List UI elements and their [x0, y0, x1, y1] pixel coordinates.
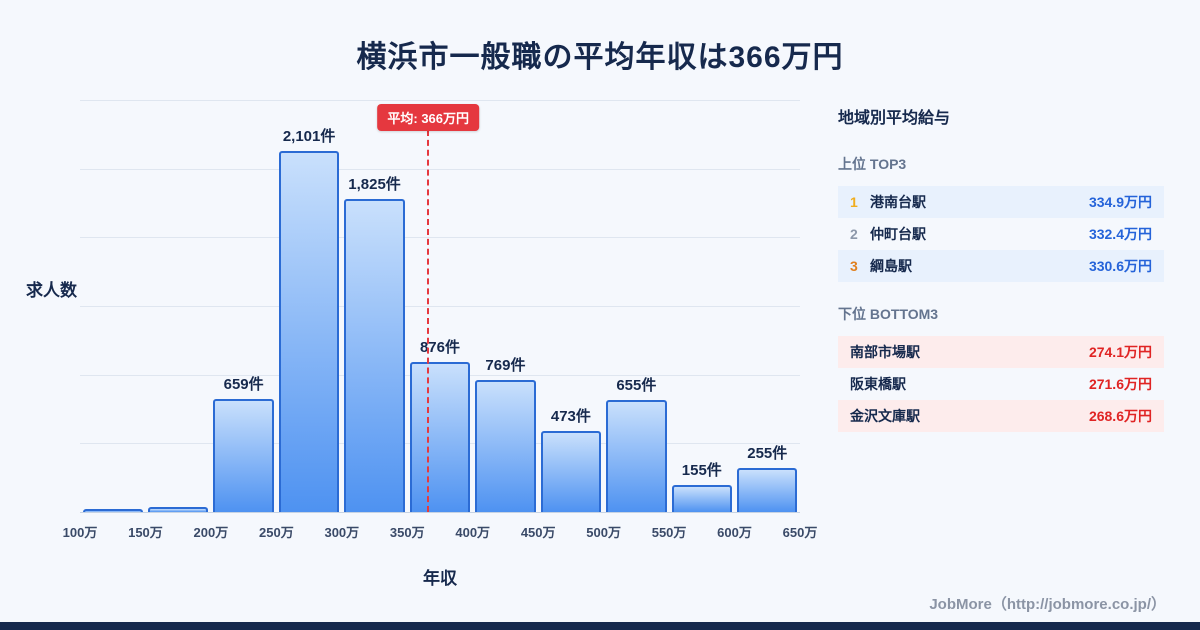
bar-slot [145, 100, 210, 512]
x-tick-label: 200万 [193, 525, 229, 540]
bar-value-label: 2,101件 [282, 128, 336, 146]
x-tick-label: 250万 [259, 525, 294, 540]
histogram-plot-area: 659件 2,101件 1,825件 876件 769件 473件 655件 155件 255件… [63, 100, 817, 540]
station-name: 綱島駅 [870, 258, 912, 274]
x-tick-label: 400万 [455, 525, 491, 540]
gridline [80, 168, 800, 170]
x-tick-label: 100万 [62, 525, 98, 540]
region-salary-panel: 地域別平均給与 上位 TOP3 1 港南台駅 334.9万円 2 仲町台駅 332.4万円… [838, 104, 1164, 454]
histogram-bar [475, 380, 536, 512]
x-tick-label: 450万 [520, 525, 556, 540]
salary-value: 271.6万円 [1088, 376, 1152, 392]
gridline [80, 512, 800, 513]
bar-value-label: 655件 [616, 376, 657, 394]
x-axis-ticks: 100万 150万 200万 250万 300万 350万 400万 450万 500万 550万… [63, 512, 818, 544]
histogram-bars: 659件 2,101件 1,825件 876件 769件 473件 655件 155件 255件 [80, 100, 800, 512]
panel-heading: 地域別平均給与 [838, 110, 951, 127]
bar-slot: 769件 [473, 100, 538, 512]
bar-slot: 155件 [669, 100, 734, 512]
station-salary-row: 南部市場駅 274.1万円 [838, 336, 1164, 368]
bar-value-label: 1,825件 [348, 175, 401, 193]
average-line [427, 130, 430, 512]
histogram-bar [344, 198, 405, 512]
station-salary-row: 2 仲町台駅 332.4万円 [838, 218, 1164, 250]
salary-value: 268.6万円 [1088, 408, 1152, 424]
credit-text: JobMore（http://jobmore.co.jp/） [929, 596, 1166, 613]
x-tick-label: 500万 [586, 525, 621, 540]
station-name: 南部市場駅 [850, 344, 920, 360]
histogram-bar [606, 399, 667, 512]
station-salary-row: 金沢文庫駅 268.6万円 [838, 400, 1164, 432]
gridline [80, 237, 800, 239]
bar-slot: 876件 [407, 100, 472, 512]
station-salary-row: 阪東橋駅 271.6万円 [838, 368, 1164, 400]
x-tick-label: 550万 [651, 525, 687, 540]
salary-value: 332.4万円 [1088, 226, 1152, 242]
x-tick-label: 600万 [717, 525, 752, 540]
station-name: 仲町台駅 [870, 226, 926, 242]
bar-value-label: 659件 [223, 375, 264, 393]
gridline [80, 306, 800, 307]
salary-value: 274.1万円 [1088, 344, 1152, 360]
histogram-bar [147, 506, 209, 512]
rank-number: 2 [850, 226, 858, 242]
x-axis-label: 年収 [423, 569, 457, 588]
top3-heading: 上位 TOP3 [838, 156, 907, 172]
bar-slot: 659件 [211, 100, 276, 512]
bar-slot: 255件 [735, 100, 800, 512]
bottom3-heading: 下位 BOTTOM3 [838, 306, 939, 322]
bar-value-label: 769件 [485, 357, 526, 374]
station-salary-row: 1 港南台駅 334.9万円 [838, 186, 1164, 218]
histogram-bar [671, 485, 733, 512]
x-tick-label: 300万 [324, 525, 360, 540]
histogram-bar [278, 151, 340, 512]
bar-value-label: 473件 [550, 407, 591, 425]
bottom-accent-bar [0, 622, 1200, 630]
station-salary-row: 3 綱島駅 330.6万円 [838, 250, 1164, 282]
x-tick-label: 650万 [782, 525, 818, 540]
bar-value-label: 876件 [419, 338, 460, 356]
histogram-bar [213, 398, 274, 512]
y-axis-label: 求人数 [26, 281, 77, 300]
x-tick-label: 350万 [389, 525, 425, 540]
rank-number: 1 [850, 194, 858, 210]
x-tick-label: 150万 [128, 525, 163, 540]
bar-slot: 473件 [538, 100, 603, 512]
salary-value: 334.9万円 [1088, 194, 1152, 210]
station-name: 阪東橋駅 [850, 376, 906, 392]
top3-table: 1 港南台駅 334.9万円 2 仲町台駅 332.4万円 3 綱島駅 330.6万円 [838, 186, 1164, 282]
bar-slot: 655件 [604, 100, 669, 512]
histogram-bar [409, 361, 471, 512]
bottom3-table: 南部市場駅 274.1万円阪東橋駅 271.6万円金沢文庫駅 268.6万円 [838, 336, 1164, 432]
bar-value-label: 155件 [681, 462, 722, 480]
histogram-bar [82, 509, 143, 512]
station-name: 港南台駅 [870, 194, 926, 210]
page-title: 横浜市一般職の平均年収は366万円 [356, 41, 844, 74]
salary-value: 330.6万円 [1088, 258, 1152, 274]
rank-number: 3 [850, 258, 858, 274]
histogram-bar [540, 430, 602, 512]
average-badge: 平均: 366万円 [377, 104, 480, 131]
bar-slot [80, 100, 145, 512]
bar-slot: 1,825件 [342, 100, 407, 512]
histogram-bar [737, 468, 798, 512]
bar-slot: 2,101件 [276, 100, 341, 512]
gridline [80, 100, 800, 101]
station-name: 金沢文庫駅 [850, 408, 920, 424]
bar-value-label: 255件 [747, 445, 788, 463]
